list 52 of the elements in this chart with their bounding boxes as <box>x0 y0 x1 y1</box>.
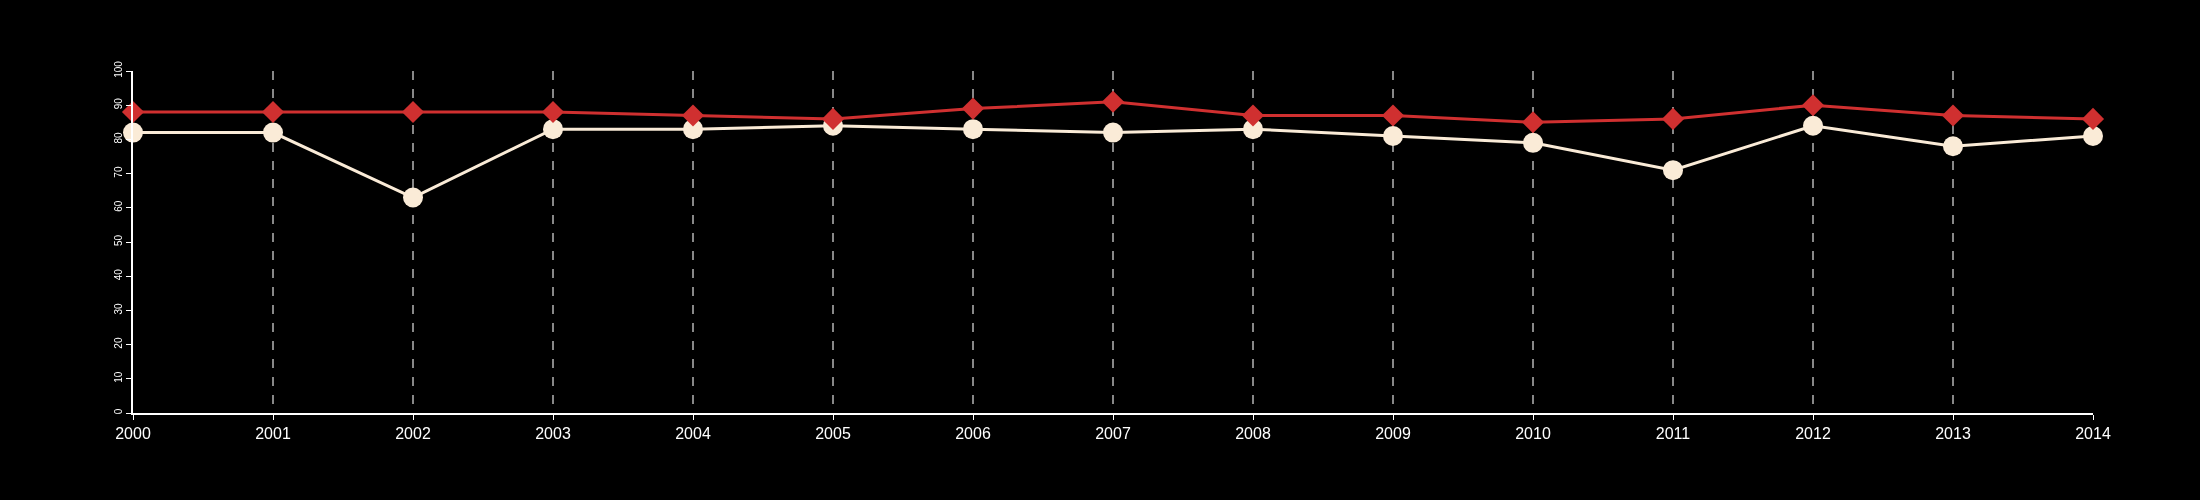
y-tick-label: 30 <box>113 302 124 315</box>
point <box>1661 107 1685 130</box>
point <box>2081 107 2105 130</box>
x-tick-label: 2012 <box>1795 425 1831 443</box>
point <box>1381 104 1405 127</box>
x-tick-label: 2009 <box>1375 425 1411 443</box>
point <box>1523 132 1543 153</box>
point <box>1103 122 1123 143</box>
point <box>1521 111 1545 134</box>
x-tick-label: 2004 <box>675 425 711 443</box>
point <box>961 97 985 120</box>
point <box>263 122 283 143</box>
point <box>1101 90 1125 113</box>
x-tick-label: 2002 <box>395 425 431 443</box>
point <box>403 187 423 208</box>
point <box>121 100 145 124</box>
y-tick-label: 80 <box>113 131 124 144</box>
y-tick-label: 0 <box>113 408 124 415</box>
y-tick-label: 60 <box>113 200 124 212</box>
x-tick-label: 2001 <box>255 425 291 443</box>
x-tick-label: 2013 <box>1935 425 1971 443</box>
point <box>261 100 285 124</box>
point <box>1943 136 1963 157</box>
x-tick-label: 2014 <box>2075 425 2111 443</box>
x-tick-label: 2010 <box>1515 425 1551 443</box>
y-tick-label: 90 <box>113 97 124 110</box>
x-tick-label: 2008 <box>1235 425 1271 443</box>
x-tick-label: 2011 <box>1655 425 1691 443</box>
y-tick-label: 100 <box>113 60 124 78</box>
x-tick-label: 2005 <box>815 425 851 443</box>
point <box>1803 115 1823 136</box>
y-tick-label: 50 <box>113 234 124 247</box>
point <box>543 119 563 140</box>
point <box>821 107 845 130</box>
point <box>1241 104 1265 127</box>
y-tick-label: 20 <box>113 337 124 349</box>
point <box>2083 125 2103 146</box>
point <box>1801 94 1825 117</box>
point <box>681 104 705 127</box>
point <box>541 100 565 124</box>
y-tick-label: 70 <box>113 166 124 178</box>
x-tick-label: 2007 <box>1095 425 1131 443</box>
point <box>401 100 425 124</box>
point <box>1383 125 1403 146</box>
y-tick-label: 10 <box>113 371 124 383</box>
x-tick-label: 2006 <box>955 425 991 443</box>
y-tick-label: 40 <box>113 268 124 281</box>
x-tick-label: 2000 <box>115 425 151 443</box>
point <box>963 119 983 140</box>
x-tick-label: 2003 <box>535 425 571 443</box>
point <box>1663 160 1683 181</box>
point <box>1941 104 1965 127</box>
